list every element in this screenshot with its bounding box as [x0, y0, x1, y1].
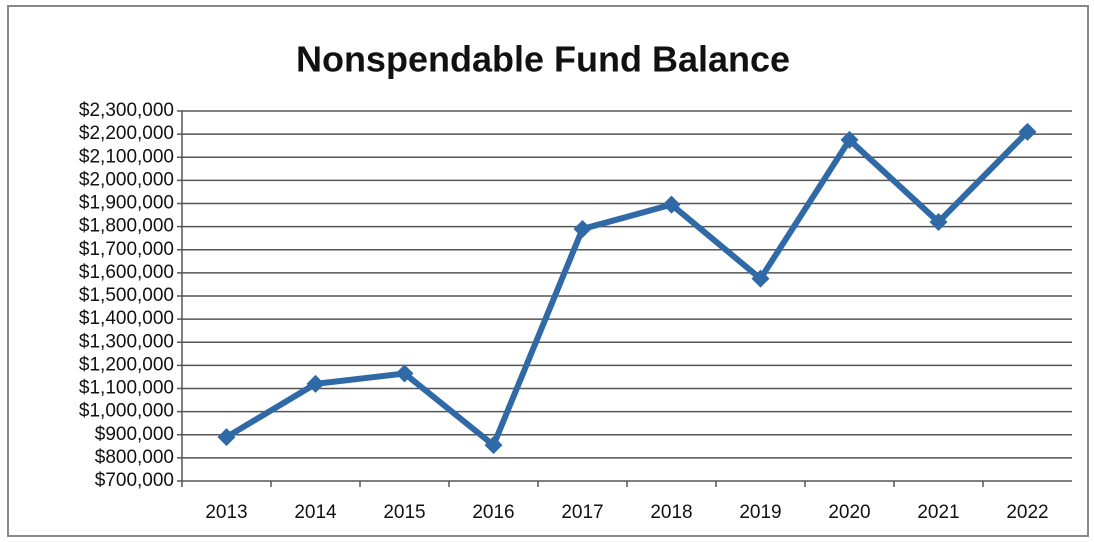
data-point: [573, 219, 592, 238]
data-point: [395, 364, 414, 383]
x-tick-label: 2016: [472, 502, 514, 523]
x-tick-label: 2022: [1006, 502, 1048, 523]
data-point: [662, 195, 681, 214]
series-line: [224, 129, 1030, 449]
x-tick-label: 2015: [383, 502, 425, 523]
y-tick-label: $2,100,000: [79, 146, 174, 167]
y-tick-label: $2,200,000: [79, 123, 174, 144]
data-point: [217, 428, 236, 447]
data-point: [1018, 122, 1037, 141]
y-tick-label: $1,900,000: [79, 193, 174, 214]
y-tick-label: $1,700,000: [79, 239, 174, 260]
y-tick-label: $2,300,000: [79, 100, 174, 121]
chart-frame: [7, 5, 1089, 537]
data-point: [840, 130, 859, 149]
y-tick-label: $800,000: [95, 447, 174, 468]
y-tick-label: $1,400,000: [79, 308, 174, 329]
x-tick-label: 2017: [561, 502, 603, 523]
y-tick-label: $2,000,000: [79, 169, 174, 190]
y-tick-label: $1,000,000: [79, 401, 174, 422]
data-point: [484, 436, 503, 455]
data-point: [306, 374, 325, 393]
y-tick-label: $1,100,000: [79, 378, 174, 399]
x-tick-label: 2020: [828, 502, 870, 523]
y-tick-label: $1,600,000: [79, 262, 174, 283]
y-tick-label: $1,500,000: [79, 285, 174, 306]
chart-title: Nonspendable Fund Balance: [296, 39, 790, 80]
x-tick-label: 2013: [205, 502, 247, 523]
data-point: [751, 269, 770, 288]
y-tick-label: $1,300,000: [79, 331, 174, 352]
x-tick-label: 2018: [650, 502, 692, 523]
data-point: [929, 213, 948, 231]
x-tick-label: 2019: [739, 502, 781, 523]
x-tick-label: 2014: [294, 502, 337, 523]
y-tick-label: $900,000: [95, 424, 174, 445]
y-tick-label: $700,000: [95, 470, 174, 491]
y-tick-label: $1,200,000: [79, 354, 174, 375]
x-tick-label: 2021: [917, 502, 959, 523]
y-tick-label: $1,800,000: [79, 216, 174, 237]
